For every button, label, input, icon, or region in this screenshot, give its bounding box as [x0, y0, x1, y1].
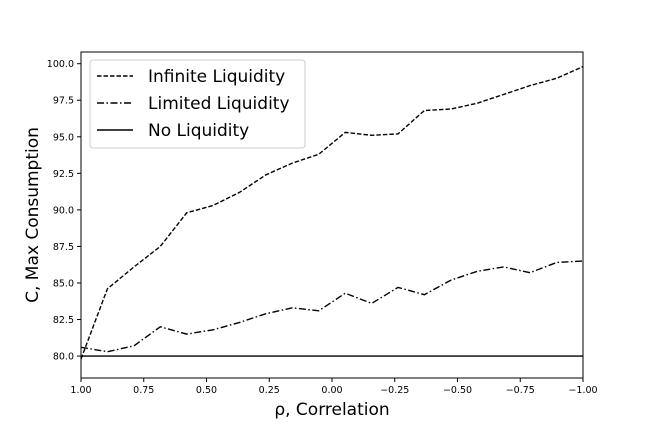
y-tick-label: 97.5	[53, 96, 74, 107]
x-tick-label: 0.75	[133, 385, 154, 396]
y-tick-label: 92.5	[53, 169, 74, 180]
series-line-2	[80, 260, 584, 353]
legend-label-2: Limited Liquidity	[148, 94, 290, 114]
y-axis-label: C, Max Consumption	[23, 127, 43, 303]
x-tick-label: −0.25	[380, 385, 409, 396]
y-tick-label: 95.0	[53, 132, 74, 143]
y-tick-label: 87.5	[53, 242, 74, 253]
x-axis: 1.00 0.75 0.50 0.25 0.00 −0.25 −0.50 −0.75 −1.00	[70, 378, 598, 396]
y-tick-label: 82.5	[53, 315, 74, 326]
x-tick-label: −1.00	[568, 385, 597, 396]
x-tick-label: 0.25	[259, 385, 280, 396]
x-tick-label: −0.75	[506, 385, 535, 396]
x-axis-label: ρ, Correlation	[274, 400, 389, 420]
legend-label-1: Infinite Liquidity	[148, 67, 285, 87]
x-tick-label: 1.00	[70, 385, 91, 396]
legend-label-3: No Liquidity	[148, 121, 249, 141]
y-tick-label: 85.0	[53, 278, 74, 289]
plot-lines	[80, 65, 584, 360]
y-tick-label: 80.0	[53, 352, 74, 363]
series-line-1	[80, 65, 584, 360]
x-tick-label: 0.00	[321, 385, 342, 396]
legend-box	[89, 59, 306, 149]
y-tick-label: 100.0	[47, 59, 74, 70]
x-tick-label: 0.50	[196, 385, 217, 396]
y-axis: 80.0 82.5 85.0 87.5 90.0 92.5 95.0 97.5 100.0	[47, 59, 81, 363]
x-tick-label: −0.50	[443, 385, 472, 396]
y-tick-label: 90.0	[53, 205, 74, 216]
legend: Infinite Liquidity Limited Liquidity No Li…	[89, 59, 306, 149]
